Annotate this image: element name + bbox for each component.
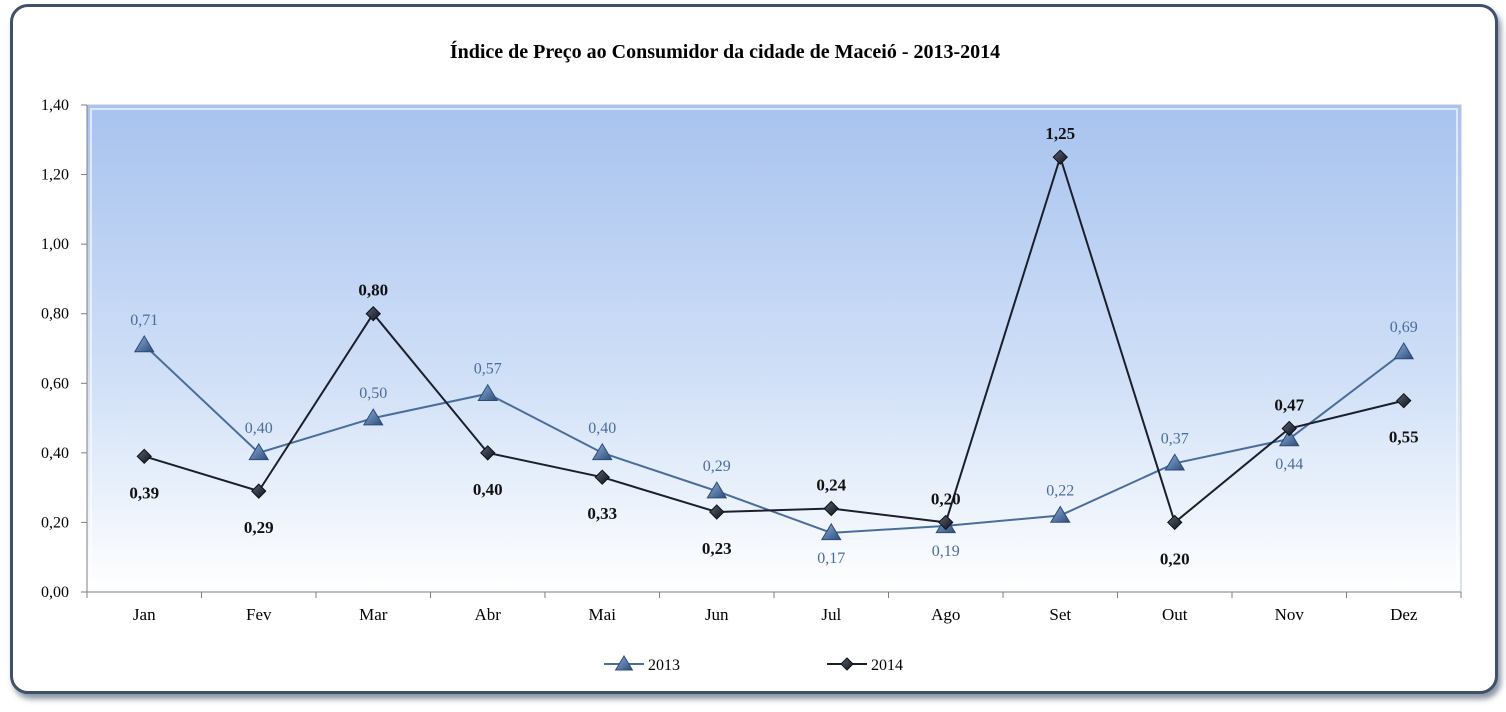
series-2014-data-label: 0,33 <box>587 504 617 523</box>
x-tick-label: Out <box>1162 605 1188 624</box>
series-2013-data-label: 0,40 <box>245 420 273 437</box>
y-tick-label: 1,40 <box>41 97 69 114</box>
series-2014-data-label: 1,25 <box>1045 124 1075 143</box>
series-2014-point <box>480 445 496 461</box>
series-2014-data-label: 0,40 <box>473 480 503 499</box>
legend-label: 2014 <box>871 657 903 674</box>
series-2013-point <box>362 408 384 426</box>
series-2014-point <box>1396 392 1412 409</box>
legend-item-2013: 2013 <box>604 655 680 674</box>
y-tick-label: 0,60 <box>41 375 69 392</box>
series-2014-data-label: 0,29 <box>244 518 274 537</box>
series-2013-point <box>248 442 270 461</box>
series-2014-point <box>823 500 839 517</box>
series-2014-data-label: 0,47 <box>1274 396 1304 415</box>
series-2014-data-label: 0,24 <box>816 476 846 495</box>
x-tick-label: Jul <box>821 605 841 624</box>
x-tick-label: Ago <box>931 605 960 624</box>
x-tick-label: Abr <box>475 605 502 624</box>
data-labels: 0,71 0,40 0,50 0,57 0,40 0,29 0,17 0,19 0,22 0,37… <box>129 124 1418 568</box>
y-tick-label: 0,40 <box>41 445 69 462</box>
x-tick-label: Nov <box>1275 605 1305 624</box>
series-2013-data-label: 0,22 <box>1046 482 1074 499</box>
series-2014-point <box>1167 514 1183 531</box>
x-tick-label: Jun <box>705 605 729 624</box>
series-2013-data-label: 0,44 <box>1275 456 1303 473</box>
y-tick-label: 0,00 <box>41 584 69 601</box>
series-2014-point <box>1052 149 1068 165</box>
series-2014-point <box>365 306 381 322</box>
plot-area-inner-edge <box>90 108 1458 589</box>
series-2014-data-label: 0,20 <box>931 489 961 508</box>
series-2013-data-label: 0,69 <box>1390 319 1418 336</box>
chart-title: Índice de Preço ao Consumidor da cidade … <box>450 40 1000 63</box>
legend: 2013 2014 <box>604 655 903 674</box>
legend-item-2014: 2014 <box>827 657 903 674</box>
series-2014-data-label: 0,55 <box>1389 428 1419 447</box>
y-tick-label: 1,00 <box>41 236 69 253</box>
series-2014-point <box>594 469 610 485</box>
series-2013-point <box>591 442 613 461</box>
series-2013-point <box>477 383 499 401</box>
series-2013-data-label: 0,37 <box>1161 430 1189 447</box>
series-markers <box>133 149 1415 541</box>
series-2014-point <box>938 514 954 531</box>
x-tick-label: Set <box>1049 605 1071 624</box>
series-2014-point <box>136 448 152 465</box>
series-lines <box>143 153 1405 534</box>
series-2013-line <box>143 344 1405 534</box>
series-2013-point <box>1393 342 1415 360</box>
series-2014-data-label: 0,80 <box>358 281 388 300</box>
x-tick-label: Fev <box>246 605 272 624</box>
series-2013-point <box>1278 428 1300 447</box>
series-2014-data-label: 0,23 <box>702 539 732 558</box>
series-2013-point <box>820 522 842 541</box>
x-tick-label: Dez <box>1390 605 1418 624</box>
series-2013-data-label: 0,50 <box>359 385 387 402</box>
legend-diamond-marker <box>840 657 854 671</box>
series-2013-data-label: 0,19 <box>932 543 960 560</box>
series-2013-data-label: 0,29 <box>703 458 731 475</box>
series-2013-point <box>1049 505 1071 523</box>
series-2014-data-label: 0,20 <box>1160 549 1190 568</box>
series-2014-data-label: 0,39 <box>129 483 159 502</box>
series-2014-point <box>709 504 725 520</box>
legend-label: 2013 <box>648 657 680 674</box>
plot-area <box>86 104 1462 593</box>
series-2013-point <box>133 335 155 353</box>
series-2014-line <box>143 153 1404 525</box>
y-tick-label: 0,80 <box>41 306 69 323</box>
y-tick-label: 0,20 <box>41 514 69 531</box>
series-2013-point <box>1164 453 1186 471</box>
x-tick-label: Mai <box>589 605 617 624</box>
x-tick-label: Jan <box>133 605 156 624</box>
series-2013-point <box>706 481 728 499</box>
legend-triangle-marker <box>614 655 634 671</box>
series-2014-point <box>1281 420 1297 437</box>
series-2014-point <box>251 483 267 499</box>
series-2013-data-label: 0,40 <box>588 420 616 437</box>
axes: 0,00 0,20 0,40 0,60 0,80 1,00 1,20 1,40 Jan Fev Ma… <box>41 97 1462 624</box>
series-2013-data-label: 0,71 <box>130 312 158 329</box>
x-tick-label: Mar <box>359 605 388 624</box>
y-tick-label: 1,20 <box>41 167 69 184</box>
series-2013-data-label: 0,17 <box>817 550 845 567</box>
series-2013-data-label: 0,57 <box>474 361 502 378</box>
